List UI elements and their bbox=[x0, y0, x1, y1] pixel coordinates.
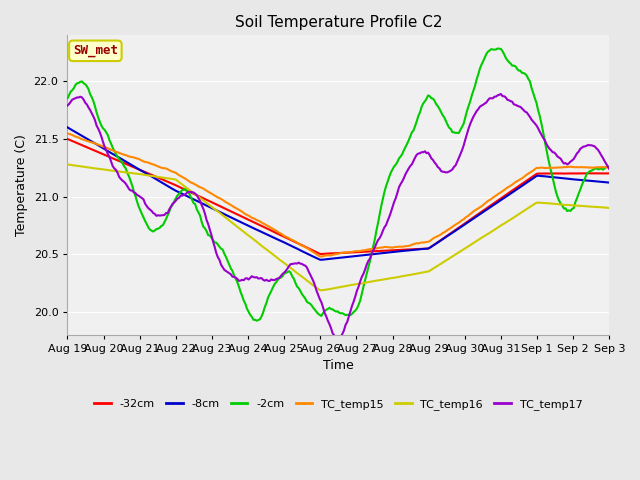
Legend: -32cm, -8cm, -2cm, TC_temp15, TC_temp16, TC_temp17: -32cm, -8cm, -2cm, TC_temp15, TC_temp16,… bbox=[90, 394, 587, 414]
Text: SW_met: SW_met bbox=[73, 44, 118, 57]
Y-axis label: Temperature (C): Temperature (C) bbox=[15, 134, 28, 236]
X-axis label: Time: Time bbox=[323, 360, 354, 372]
Title: Soil Temperature Profile C2: Soil Temperature Profile C2 bbox=[235, 15, 442, 30]
